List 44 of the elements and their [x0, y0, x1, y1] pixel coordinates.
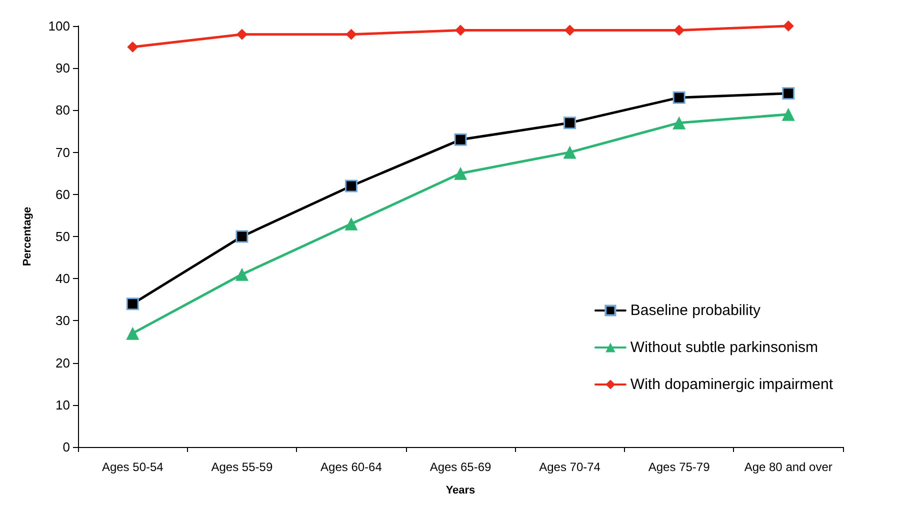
point	[346, 28, 357, 40]
point	[564, 24, 576, 36]
point	[782, 108, 795, 121]
point	[454, 133, 467, 146]
point	[454, 166, 467, 180]
point	[782, 20, 794, 32]
y-tick-label: 70	[56, 144, 70, 160]
point	[782, 87, 795, 100]
x-tick-label: Ages 75-79	[648, 460, 710, 474]
point	[126, 298, 139, 310]
y-tick-label: 50	[56, 229, 70, 244]
x-axis-title: Years	[446, 484, 476, 496]
point	[672, 91, 686, 104]
y-tick-label: 0	[62, 440, 70, 454]
x-tick-label: Ages 65-69	[430, 460, 492, 474]
point	[344, 217, 358, 230]
y-tick-label: 40	[56, 271, 70, 286]
point	[564, 116, 576, 130]
point	[236, 230, 248, 243]
y-tick-label: 30	[56, 313, 70, 328]
point	[236, 28, 248, 40]
point	[674, 24, 685, 36]
point	[563, 146, 576, 159]
x-tick-label: Ages 60-64	[320, 460, 382, 474]
legend-label: Baseline probability	[630, 302, 762, 319]
y-tick-label: 90	[56, 60, 70, 76]
legend-label: With dopaminergic impairment	[630, 376, 834, 393]
x-tick-label: Ages 50-54	[102, 460, 164, 474]
legend-label: Without subtle parkinsonism	[630, 339, 818, 356]
y-axis-title: Percentage	[22, 206, 34, 266]
y-tick-label: 60	[56, 186, 70, 202]
point	[455, 24, 466, 36]
point	[127, 42, 138, 53]
y-tick-label: 20	[56, 355, 70, 370]
y-tick-label: 10	[56, 397, 70, 412]
point	[344, 180, 358, 192]
point	[126, 326, 140, 340]
y-tick-label: 100	[48, 18, 70, 34]
point	[235, 268, 248, 281]
x-tick-label: Ages 55-59	[211, 460, 273, 474]
x-tick-label: Ages 70-74	[539, 460, 601, 474]
y-tick-label: 80	[56, 102, 70, 118]
x-tick-label: Age 80 and over	[744, 460, 832, 474]
point	[672, 116, 686, 130]
